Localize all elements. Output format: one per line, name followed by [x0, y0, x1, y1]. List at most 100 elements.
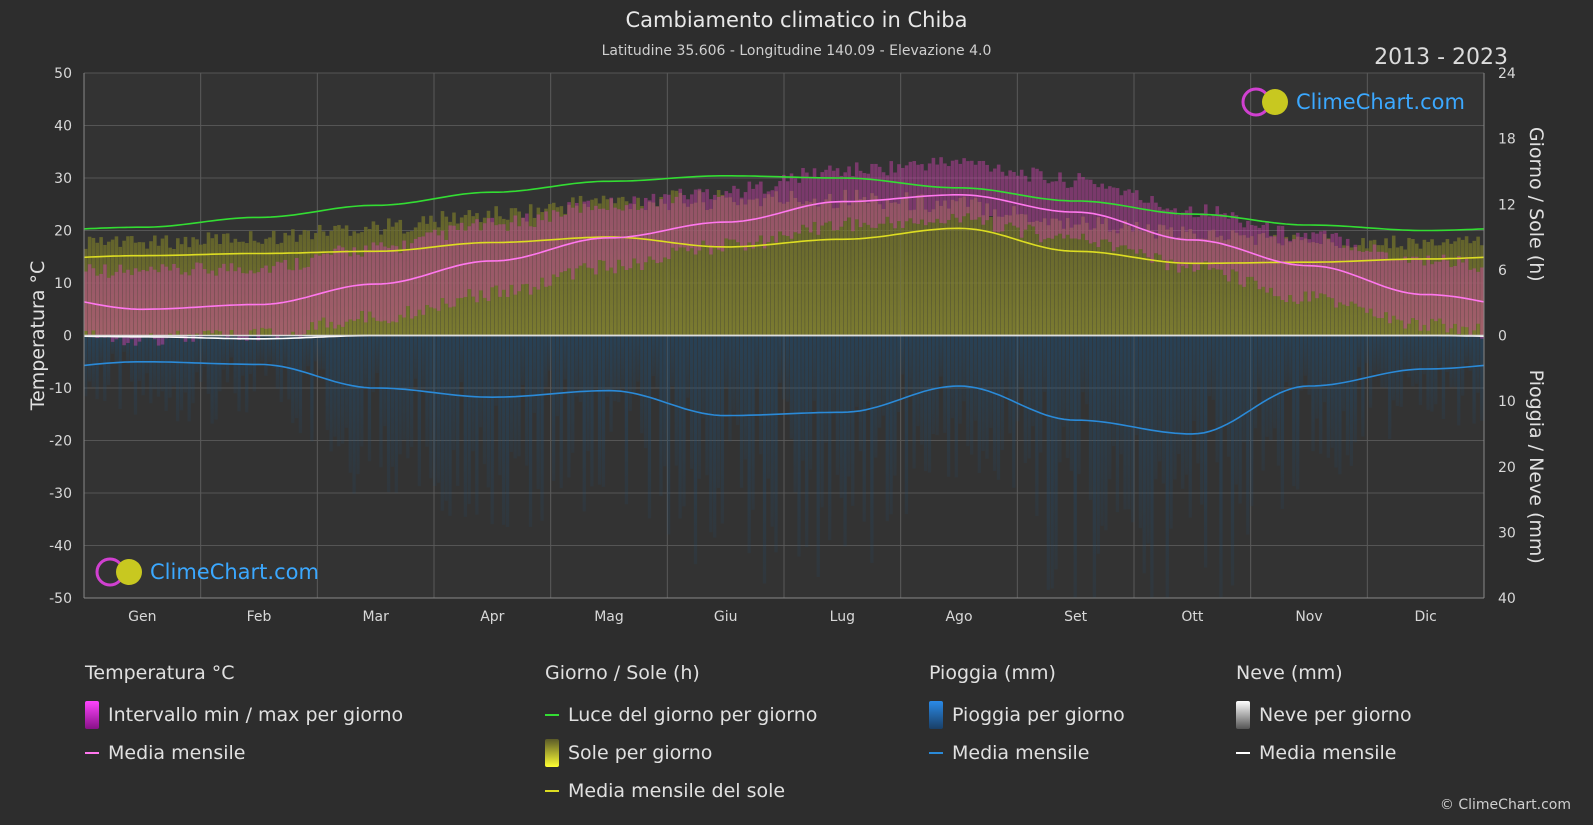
rain-bar	[505, 335, 510, 527]
sunshine-bar	[325, 235, 330, 336]
temp-range-bar	[1077, 173, 1081, 240]
temp-range-bar	[245, 273, 249, 341]
temp-range-bar	[632, 196, 637, 259]
temp-range-bar	[701, 192, 706, 241]
rain-bar	[1472, 335, 1476, 424]
temp-range-bar	[1081, 177, 1085, 234]
temp-range-bar	[966, 161, 970, 214]
rain-bar	[375, 335, 379, 374]
y-right-top-tick-label: 6	[1498, 263, 1507, 279]
sunshine-bar	[862, 197, 867, 336]
sunshine-bar	[1062, 228, 1066, 336]
sunshine-bar	[747, 199, 752, 336]
y-right-bottom-tick-label: 30	[1498, 525, 1516, 541]
rain-bar	[110, 335, 115, 354]
temp-range-bar	[897, 164, 901, 222]
rain-bar	[1422, 335, 1426, 375]
rain-bar	[137, 335, 141, 381]
rain-bar	[1307, 335, 1311, 395]
temp-range-bar	[356, 254, 360, 319]
sunshine-bar	[1334, 245, 1338, 336]
temp-range-bar	[329, 254, 334, 322]
sunshine-bar	[241, 241, 245, 336]
temp-range-bar	[993, 168, 997, 232]
rain-bar	[1253, 335, 1258, 429]
sunshine-bar	[467, 210, 472, 336]
sunshine-bar	[824, 199, 828, 336]
rain-bar	[130, 335, 134, 382]
rain-bar	[931, 335, 935, 435]
sunshine-bar	[1230, 230, 1235, 336]
temp-range-bar	[237, 267, 241, 341]
rain-bar	[1092, 335, 1097, 598]
rain-bar	[1257, 335, 1261, 387]
sunshine-bar	[260, 243, 264, 336]
sunshine-bar	[379, 234, 383, 336]
temp-range-bar	[586, 200, 591, 268]
y-left-tick-label: -10	[49, 381, 72, 397]
sunshine-bar	[133, 242, 138, 336]
rain-bar	[222, 335, 226, 370]
sunshine-bar	[996, 216, 1001, 336]
temp-range-bar	[1349, 250, 1354, 302]
temp-range-bar	[321, 253, 326, 318]
sunshine-bar	[1108, 231, 1112, 336]
sunshine-bar	[709, 208, 713, 336]
rain-bar	[1223, 335, 1227, 426]
sunshine-bar	[628, 209, 633, 336]
temp-range-bar	[1384, 252, 1388, 313]
logo-icon	[95, 557, 142, 587]
rain-bar	[736, 335, 740, 426]
rain-bar	[1161, 335, 1166, 484]
sunshine-bar	[655, 206, 660, 336]
temp-range-bar	[1437, 261, 1442, 319]
rain-bar	[379, 335, 383, 468]
temp-range-bar	[1219, 213, 1223, 270]
temp-range-bar	[789, 173, 794, 239]
temp-range-bar	[824, 169, 828, 223]
rain-bar	[824, 335, 828, 443]
sunshine-bar	[885, 198, 890, 336]
temp-range-bar	[720, 195, 725, 252]
sunshine-bar	[1173, 238, 1177, 336]
sunshine-bar	[548, 204, 552, 336]
temp-range-bar	[1230, 212, 1235, 270]
rain-bar	[548, 335, 552, 371]
temp-range-bar	[444, 239, 449, 304]
rain-bar	[739, 335, 744, 488]
sunshine-bar	[383, 229, 387, 336]
rain-bar	[1008, 335, 1012, 434]
temp-range-bar	[889, 161, 894, 224]
rain-bar	[728, 335, 732, 442]
rain-bar	[329, 335, 333, 452]
temp-range-bar	[130, 275, 134, 340]
rain-bar	[1330, 335, 1334, 448]
temp-range-bar	[1480, 267, 1484, 339]
temp-range-bar	[1261, 224, 1266, 287]
sunshine-bar	[943, 200, 947, 336]
rain-bar	[172, 335, 176, 387]
sunshine-bar	[831, 208, 836, 336]
sunshine-bar	[1227, 239, 1231, 336]
sunshine-bar	[1357, 245, 1361, 336]
rain-bar	[1437, 335, 1442, 366]
temp-range-bar	[762, 193, 767, 249]
rain-bar	[1449, 335, 1453, 388]
rain-bar	[724, 335, 728, 389]
sunshine-bar	[1092, 228, 1097, 336]
rain-bar	[647, 335, 652, 519]
rain-bar	[1445, 335, 1449, 373]
sunshine-bar	[1180, 226, 1185, 336]
rain-mean-line	[83, 361, 1485, 435]
sunshine-bar	[1407, 237, 1411, 336]
rain-bar	[540, 335, 544, 521]
rain-bar	[1196, 335, 1200, 464]
rain-bar	[291, 335, 295, 424]
rain-bar	[214, 335, 218, 420]
sunshine-bar	[444, 216, 449, 336]
sunshine-bar	[210, 238, 215, 336]
sunshine-bar	[1054, 218, 1058, 336]
rain-bar	[321, 335, 326, 370]
rain-bar	[1368, 335, 1373, 408]
sunshine-bar	[187, 247, 192, 336]
